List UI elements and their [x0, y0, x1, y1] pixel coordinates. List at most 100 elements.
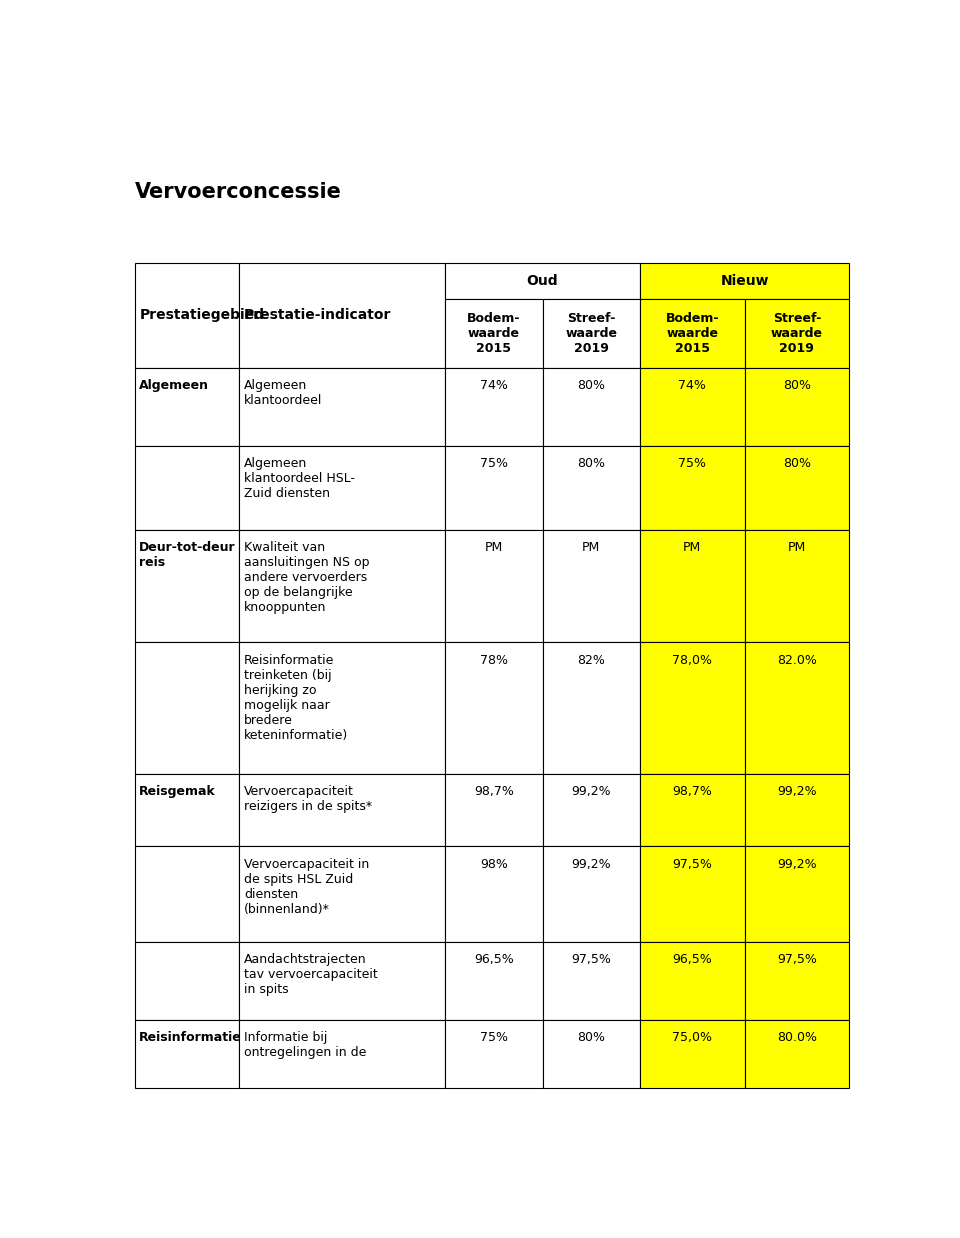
Bar	[134, 530, 239, 643]
Bar	[745, 446, 849, 530]
Bar	[445, 368, 542, 446]
Bar	[640, 942, 745, 1020]
Bar	[445, 446, 542, 530]
Bar	[745, 530, 849, 643]
Text: Bodem-
waarde
2015: Bodem- waarde 2015	[468, 312, 520, 355]
Bar	[542, 643, 640, 774]
Text: Aandachtstrajecten
tav vervoercapaciteit
in spits: Aandachtstrajecten tav vervoercapaciteit…	[244, 953, 377, 997]
Text: 80%: 80%	[577, 457, 605, 470]
Bar	[239, 262, 445, 368]
Text: 80%: 80%	[577, 379, 605, 392]
Bar	[542, 530, 640, 643]
Text: 98%: 98%	[480, 858, 508, 870]
Text: 74%: 74%	[480, 379, 508, 392]
Bar	[445, 262, 640, 300]
Text: Streef-
waarde
2019: Streef- waarde 2019	[565, 312, 617, 355]
Bar	[542, 774, 640, 847]
Bar	[239, 774, 445, 847]
Bar	[745, 300, 849, 368]
Text: PM: PM	[485, 541, 503, 555]
Text: 80%: 80%	[782, 379, 811, 392]
Text: PM: PM	[788, 541, 806, 555]
Text: 99,2%: 99,2%	[571, 785, 611, 799]
Bar	[134, 774, 239, 847]
Bar	[445, 300, 542, 368]
Bar	[640, 300, 745, 368]
Bar	[745, 847, 849, 942]
Text: 80%: 80%	[577, 1031, 605, 1045]
Bar	[640, 774, 745, 847]
Text: 78%: 78%	[480, 654, 508, 667]
Bar	[134, 942, 239, 1020]
Bar	[640, 262, 849, 300]
Text: Prestatie-indicator: Prestatie-indicator	[244, 308, 392, 322]
Bar	[239, 446, 445, 530]
Text: Streef-
waarde
2019: Streef- waarde 2019	[771, 312, 823, 355]
Text: 97,5%: 97,5%	[571, 953, 612, 966]
Text: Nieuw: Nieuw	[720, 274, 769, 288]
Bar	[239, 942, 445, 1020]
Bar	[134, 1020, 239, 1088]
Bar	[640, 1020, 745, 1088]
Bar	[640, 446, 745, 530]
Bar	[745, 1020, 849, 1088]
Bar	[542, 1020, 640, 1088]
Text: Vervoercapaciteit
reizigers in de spits*: Vervoercapaciteit reizigers in de spits*	[244, 785, 372, 813]
Text: PM: PM	[582, 541, 600, 555]
Text: 80.0%: 80.0%	[777, 1031, 817, 1045]
Bar	[640, 643, 745, 774]
Bar	[239, 368, 445, 446]
Bar	[239, 1020, 445, 1088]
Text: Reisgemak: Reisgemak	[139, 785, 216, 799]
Bar	[745, 942, 849, 1020]
Text: Algemeen
klantoordeel HSL-
Zuid diensten: Algemeen klantoordeel HSL- Zuid diensten	[244, 457, 355, 500]
Bar	[239, 530, 445, 643]
Bar	[239, 847, 445, 942]
Bar	[134, 847, 239, 942]
Text: Vervoerconcessie: Vervoerconcessie	[134, 182, 342, 202]
Bar	[445, 643, 542, 774]
Text: 99,2%: 99,2%	[571, 858, 611, 870]
Bar	[445, 530, 542, 643]
Text: Informatie bij
ontregelingen in de: Informatie bij ontregelingen in de	[244, 1031, 367, 1060]
Bar	[134, 446, 239, 530]
Text: 99,2%: 99,2%	[777, 858, 817, 870]
Bar	[445, 942, 542, 1020]
Bar	[640, 368, 745, 446]
Bar	[745, 643, 849, 774]
Bar	[134, 368, 239, 446]
Bar	[640, 847, 745, 942]
Text: 98,7%: 98,7%	[672, 785, 712, 799]
Bar	[542, 368, 640, 446]
Bar	[542, 942, 640, 1020]
Text: 99,2%: 99,2%	[777, 785, 817, 799]
Text: Algemeen: Algemeen	[139, 379, 209, 392]
Bar	[745, 368, 849, 446]
Bar	[542, 847, 640, 942]
Text: 82.0%: 82.0%	[777, 654, 817, 667]
Text: 75%: 75%	[678, 457, 707, 470]
Text: 82%: 82%	[577, 654, 605, 667]
Bar	[239, 643, 445, 774]
Bar	[542, 446, 640, 530]
Text: 98,7%: 98,7%	[474, 785, 514, 799]
Text: Oud: Oud	[527, 274, 559, 288]
Text: Deur-tot-deur
reis: Deur-tot-deur reis	[139, 541, 236, 569]
Text: Reisinformatie
treinketen (bij
herijking zo
mogelijk naar
bredere
keteninformati: Reisinformatie treinketen (bij herijking…	[244, 654, 348, 742]
Bar	[745, 774, 849, 847]
Text: 74%: 74%	[679, 379, 707, 392]
Text: 80%: 80%	[782, 457, 811, 470]
Bar	[445, 774, 542, 847]
Text: 96,5%: 96,5%	[672, 953, 712, 966]
Text: 75,0%: 75,0%	[672, 1031, 712, 1045]
Text: Kwaliteit van
aansluitingen NS op
andere vervoerders
op de belangrijke
knooppunt: Kwaliteit van aansluitingen NS op andere…	[244, 541, 370, 614]
Text: 97,5%: 97,5%	[777, 953, 817, 966]
Text: 78,0%: 78,0%	[672, 654, 712, 667]
Bar	[542, 300, 640, 368]
Text: 96,5%: 96,5%	[474, 953, 514, 966]
Bar	[640, 530, 745, 643]
Bar	[445, 847, 542, 942]
Bar	[134, 262, 239, 368]
Text: Prestatiegebied: Prestatiegebied	[139, 308, 264, 322]
Text: PM: PM	[684, 541, 702, 555]
